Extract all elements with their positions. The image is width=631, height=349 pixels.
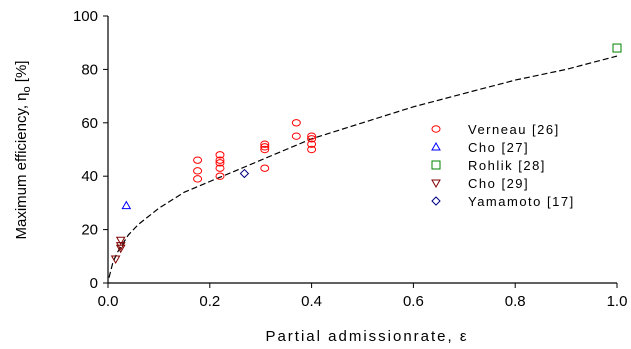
legend-marker bbox=[431, 160, 441, 170]
data-point bbox=[260, 164, 270, 172]
y-tick-label: 60 bbox=[81, 115, 98, 132]
data-point bbox=[193, 156, 203, 164]
x-tick-label: 0.2 bbox=[199, 293, 220, 310]
x-tick-label: 0.4 bbox=[301, 293, 322, 310]
data-point bbox=[193, 167, 203, 175]
legend-marker bbox=[431, 125, 441, 133]
data-point bbox=[612, 43, 622, 53]
data-point bbox=[260, 140, 270, 148]
data-point bbox=[215, 151, 225, 159]
axes bbox=[107, 16, 617, 284]
data-point bbox=[260, 143, 270, 151]
y-tick-label: 40 bbox=[81, 168, 98, 185]
x-tick-label: 1.0 bbox=[607, 293, 628, 310]
legend-marker bbox=[431, 141, 441, 151]
y-axis-ticks: 0 20 40 60 80 100 bbox=[73, 8, 108, 292]
data-points bbox=[110, 43, 622, 264]
y-tick-label: 20 bbox=[81, 222, 98, 239]
data-point bbox=[215, 164, 225, 172]
data-point bbox=[291, 132, 301, 140]
data-point bbox=[307, 135, 317, 143]
data-point bbox=[115, 244, 126, 254]
fit-curve bbox=[108, 55, 618, 278]
data-point bbox=[307, 132, 317, 140]
legend-marker bbox=[431, 196, 441, 206]
legend-label: Cho [29] bbox=[468, 176, 529, 191]
y-tick-label: 100 bbox=[73, 8, 98, 25]
data-point bbox=[215, 159, 225, 167]
data-point bbox=[115, 242, 126, 251]
legend-label: Rohlik [28] bbox=[468, 158, 546, 173]
data-point bbox=[215, 172, 225, 180]
x-tick-label: 0.0 bbox=[98, 293, 119, 310]
data-point bbox=[115, 236, 126, 246]
x-axis-title: Partial admissionrate, ε bbox=[265, 328, 468, 345]
x-tick-label: 0.6 bbox=[403, 293, 424, 310]
y-axis-title: Maximum efficiency, ηo [%] bbox=[13, 61, 33, 240]
data-point bbox=[291, 119, 301, 127]
y-axis-title-subscript: o bbox=[21, 86, 33, 92]
y-axis-title-main: Maximum efficiency, η bbox=[13, 92, 30, 239]
data-point bbox=[110, 255, 121, 264]
legend: Verneau [26] Cho [27] Rohlik [28] Cho [29] Y… bbox=[431, 122, 575, 209]
legend-label: Cho [27] bbox=[468, 140, 529, 155]
data-point bbox=[239, 168, 250, 179]
svg-text:Maximum efficiency, ηo [%]: Maximum efficiency, ηo [%] bbox=[13, 61, 33, 240]
data-point bbox=[121, 200, 132, 210]
data-point bbox=[307, 140, 317, 148]
y-tick-label: 80 bbox=[81, 61, 98, 78]
y-axis-title-unit: [%] bbox=[13, 61, 30, 83]
data-point bbox=[193, 175, 203, 183]
data-point bbox=[215, 156, 225, 164]
fit-curve-group bbox=[108, 55, 618, 278]
x-tick-label: 0.8 bbox=[505, 293, 526, 310]
legend-label: Verneau [26] bbox=[468, 122, 560, 137]
legend-label: Yamamoto [17] bbox=[468, 194, 575, 209]
data-point bbox=[260, 145, 270, 154]
legend-marker bbox=[431, 179, 441, 189]
data-point bbox=[307, 145, 317, 154]
y-tick-label: 0 bbox=[90, 275, 98, 292]
x-axis-ticks: 0.0 0.2 0.4 0.6 0.8 1.0 bbox=[98, 283, 628, 310]
